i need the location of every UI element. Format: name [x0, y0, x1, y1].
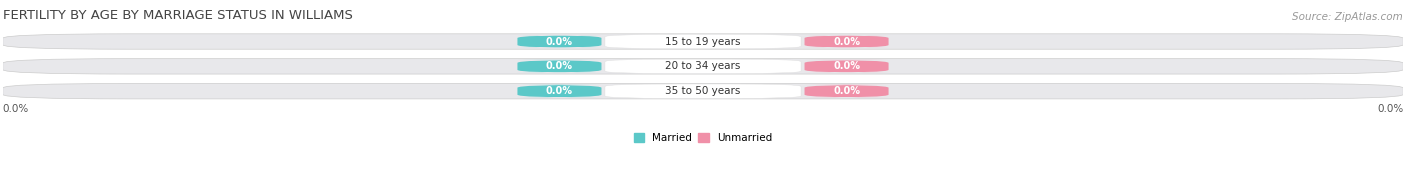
FancyBboxPatch shape — [804, 60, 889, 73]
Text: Source: ZipAtlas.com: Source: ZipAtlas.com — [1292, 12, 1403, 22]
Text: 0.0%: 0.0% — [832, 61, 860, 71]
Text: 35 to 50 years: 35 to 50 years — [665, 86, 741, 96]
FancyBboxPatch shape — [517, 35, 602, 48]
FancyBboxPatch shape — [605, 84, 801, 98]
FancyBboxPatch shape — [517, 85, 602, 98]
Text: 0.0%: 0.0% — [546, 36, 574, 46]
FancyBboxPatch shape — [804, 85, 889, 98]
FancyBboxPatch shape — [3, 83, 1403, 99]
Text: 20 to 34 years: 20 to 34 years — [665, 61, 741, 71]
Text: 0.0%: 0.0% — [546, 86, 574, 96]
Text: 0.0%: 0.0% — [1376, 104, 1403, 114]
Text: 0.0%: 0.0% — [832, 36, 860, 46]
Text: 0.0%: 0.0% — [832, 86, 860, 96]
Text: 15 to 19 years: 15 to 19 years — [665, 36, 741, 46]
FancyBboxPatch shape — [3, 59, 1403, 74]
FancyBboxPatch shape — [3, 34, 1403, 49]
Text: 0.0%: 0.0% — [3, 104, 30, 114]
FancyBboxPatch shape — [605, 59, 801, 74]
Text: FERTILITY BY AGE BY MARRIAGE STATUS IN WILLIAMS: FERTILITY BY AGE BY MARRIAGE STATUS IN W… — [3, 9, 353, 22]
FancyBboxPatch shape — [804, 35, 889, 48]
FancyBboxPatch shape — [517, 60, 602, 73]
Text: 0.0%: 0.0% — [546, 61, 574, 71]
Legend: Married, Unmarried: Married, Unmarried — [630, 129, 776, 147]
FancyBboxPatch shape — [605, 34, 801, 49]
